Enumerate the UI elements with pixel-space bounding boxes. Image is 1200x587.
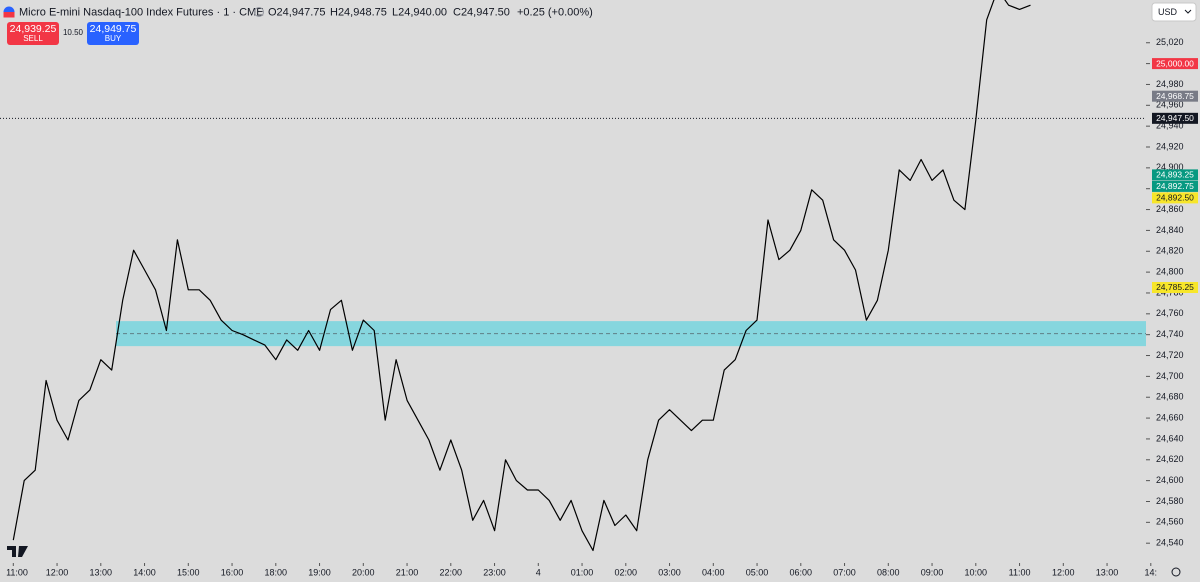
ohlc-change: +0.25 (+0.00%) [517,6,593,18]
y-tick-label: 24,800 [1156,266,1184,276]
sell-button[interactable] [7,22,59,45]
x-tick-label: 21:00 [396,567,419,577]
symbol-flag [3,12,15,18]
price-line [12,0,1031,552]
ohlc-close: C24,947.50 [453,6,510,18]
ohlc-open: O24,947.75 [268,6,326,18]
y-tick-label: 24,740 [1156,329,1184,339]
price-label [1152,112,1198,124]
x-tick-label: 01:00 [571,567,594,577]
buy-price: 24,949.75 [90,23,137,35]
y-tick-label: 24,580 [1156,496,1184,506]
plot [0,0,1146,552]
y-tick-label: 24,760 [1156,308,1184,318]
y-tick-label: 24,660 [1156,412,1184,422]
price-label-text: 24,893.25 [1156,170,1194,180]
x-tick-label: 07:00 [833,567,856,577]
currency: USD [1158,7,1178,17]
x-tick-label: 16:00 [221,567,244,577]
dropdown-arrow [1184,9,1192,14]
settings-icon[interactable] [1171,567,1181,577]
y-tick-label: 25,020 [1156,37,1184,47]
x-tick-label: 11:00 [6,567,28,577]
y-tick-label: 24,540 [1156,538,1184,548]
y-tick-label: 24,820 [1156,246,1184,256]
x-tick-label: 23:00 [483,567,506,577]
price-label [1152,169,1198,181]
x-tick-label: 03:00 [658,567,681,577]
y-tick-label: 24,920 [1156,141,1184,151]
sell-price: 24,939.25 [10,23,57,35]
x-tick-label: 12:00 [46,567,69,577]
logo [7,546,28,557]
symbol-title: Micro E-mini Nasdaq-100 Index Futures · … [19,6,264,18]
price-label [1152,281,1198,293]
plot-background [0,0,1146,563]
y-tick-label: 24,700 [1156,371,1184,381]
price-label [1152,58,1198,70]
ohlc-high: H24,948.75 [330,6,387,18]
sell-label: SELL [23,34,43,43]
x-tick-label: 10:00 [965,567,988,577]
price-label [1152,90,1198,102]
price-label-text: 25,000.00 [1156,58,1194,68]
x-tick-label: 13:00 [1096,567,1119,577]
price-label [1152,180,1198,192]
x-tick-label: 18:00 [265,567,288,577]
time-axis [0,563,1146,582]
x-tick-label: 12:00 [1052,567,1075,577]
status-dot [254,7,264,17]
y-tick-label: 24,960 [1156,100,1184,110]
buy-button[interactable] [87,22,139,45]
x-tick-label: 14:00 [133,567,156,577]
y-tick-label: 24,640 [1156,433,1184,443]
y-tick-label: 24,900 [1156,162,1184,172]
x-tick-label: 04:00 [702,567,725,577]
price-label [1152,192,1198,204]
x-tick-label: 15:00 [177,567,200,577]
price-label-text: 24,892.75 [1156,181,1194,191]
y-tick-label: 24,620 [1156,454,1184,464]
x-tick-label: 02:00 [615,567,638,577]
x-tick-label: 09:00 [921,567,944,577]
x-tick-label: 05:00 [746,567,769,577]
y-tick-label: 24,600 [1156,475,1184,485]
x-tick-label: 22:00 [440,567,463,577]
x-tick-label: 4 [536,567,541,577]
x-tick-label: 06:00 [790,567,813,577]
currency-select[interactable] [1151,2,1197,22]
x-tick-label: 13:00 [90,567,113,577]
y-tick-label: 24,940 [1156,121,1184,131]
x-tick-label: 14: [1145,567,1158,577]
y-tick-label: 24,840 [1156,225,1184,235]
spread: 10.50 [63,28,84,37]
buy-label: BUY [105,34,122,43]
y-tick-label: 24,860 [1156,204,1184,214]
price-label-text: 24,892.50 [1156,193,1194,203]
ohlc-low: L24,940.00 [392,6,447,18]
price-label-text: 24,947.50 [1156,113,1194,123]
axes: 24,540 24,560 24,580 24,600 24,620 24,640 24,6… [6,37,1198,577]
y-tick-label: 24,720 [1156,350,1184,360]
x-tick-label: 20:00 [352,567,375,577]
price-label-text: 24,968.75 [1156,91,1194,101]
x-tick-label: 19:00 [308,567,331,577]
y-tick-label: 24,980 [1156,79,1184,89]
x-tick-label: 08:00 [877,567,900,577]
y-tick-label: 24,560 [1156,517,1184,527]
y-tick-label: 24,680 [1156,392,1184,402]
price-label-text: 24,785.25 [1156,282,1194,292]
x-tick-label: 11:00 [1009,567,1031,577]
